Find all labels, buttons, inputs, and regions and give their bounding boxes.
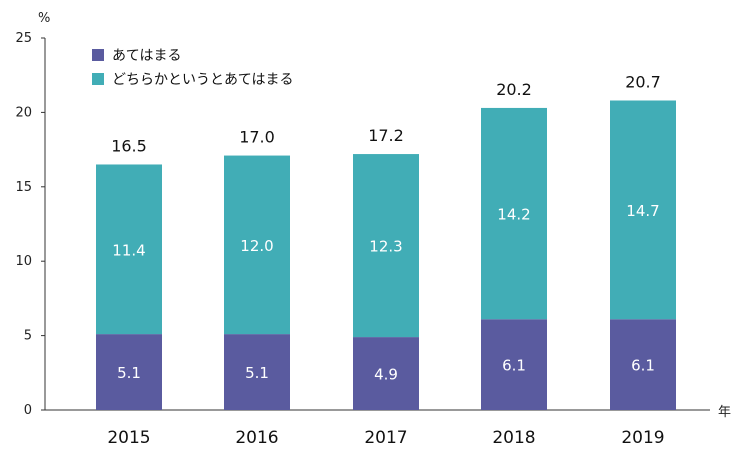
segment-value-label: 11.4	[112, 241, 145, 259]
segment-value-label: 12.3	[369, 238, 402, 256]
x-tick-label: 2018	[492, 428, 535, 448]
y-tick-label: 0	[24, 403, 32, 418]
bar-segment	[224, 155, 290, 335]
segment-value-label: 14.2	[497, 206, 530, 224]
y-unit-label: %	[38, 11, 50, 26]
segment-value-label: 5.1	[245, 364, 269, 382]
x-tick-label: 2019	[621, 428, 664, 448]
segment-value-label: 5.1	[117, 364, 141, 382]
y-tick-label: 25	[15, 31, 32, 46]
bar-segment	[353, 337, 419, 410]
legend-label: あてはまる	[112, 48, 181, 64]
y-tick-label: 15	[15, 180, 32, 195]
segment-value-label: 6.1	[502, 357, 526, 375]
x-tick-label: 2015	[107, 428, 150, 448]
total-value-label: 20.7	[625, 72, 661, 91]
data-labels: 5.1 11.4 16.5 5.1 12.0 17.0 4.9 12.3 17.2 6.1 14.2…	[111, 72, 661, 383]
legend-swatch	[92, 49, 104, 61]
total-value-label: 16.5	[111, 136, 147, 155]
x-tick-label: 2016	[235, 428, 278, 448]
bar-segment	[353, 154, 419, 338]
bar-segment	[96, 164, 162, 335]
segment-value-label: 12.0	[240, 237, 273, 255]
y-tick-label: 10	[15, 254, 32, 269]
bar-segment	[481, 107, 547, 320]
total-value-label: 17.0	[239, 128, 275, 147]
segment-value-label: 14.7	[626, 202, 659, 220]
x-unit-label: 年	[718, 405, 731, 420]
bars	[96, 100, 676, 410]
x-axis: 2015 2016 2017 2018 2019	[45, 409, 710, 448]
legend-swatch	[92, 73, 104, 85]
bar-segment	[610, 100, 676, 320]
segment-value-label: 4.9	[374, 366, 398, 384]
bar-segment	[96, 334, 162, 410]
bar-segment	[224, 334, 290, 410]
y-axis: 0 5 10 15 20 25	[15, 31, 46, 418]
total-value-label: 17.2	[368, 126, 404, 145]
y-tick-label: 20	[15, 105, 32, 120]
y-tick-label: 5	[24, 329, 32, 344]
segment-value-label: 6.1	[631, 357, 655, 375]
bar-segment	[610, 319, 676, 410]
legend-label: どちらかというとあてはまる	[112, 72, 293, 88]
x-tick-label: 2017	[364, 428, 407, 448]
total-value-label: 20.2	[496, 80, 532, 99]
bar-segment	[481, 319, 547, 410]
